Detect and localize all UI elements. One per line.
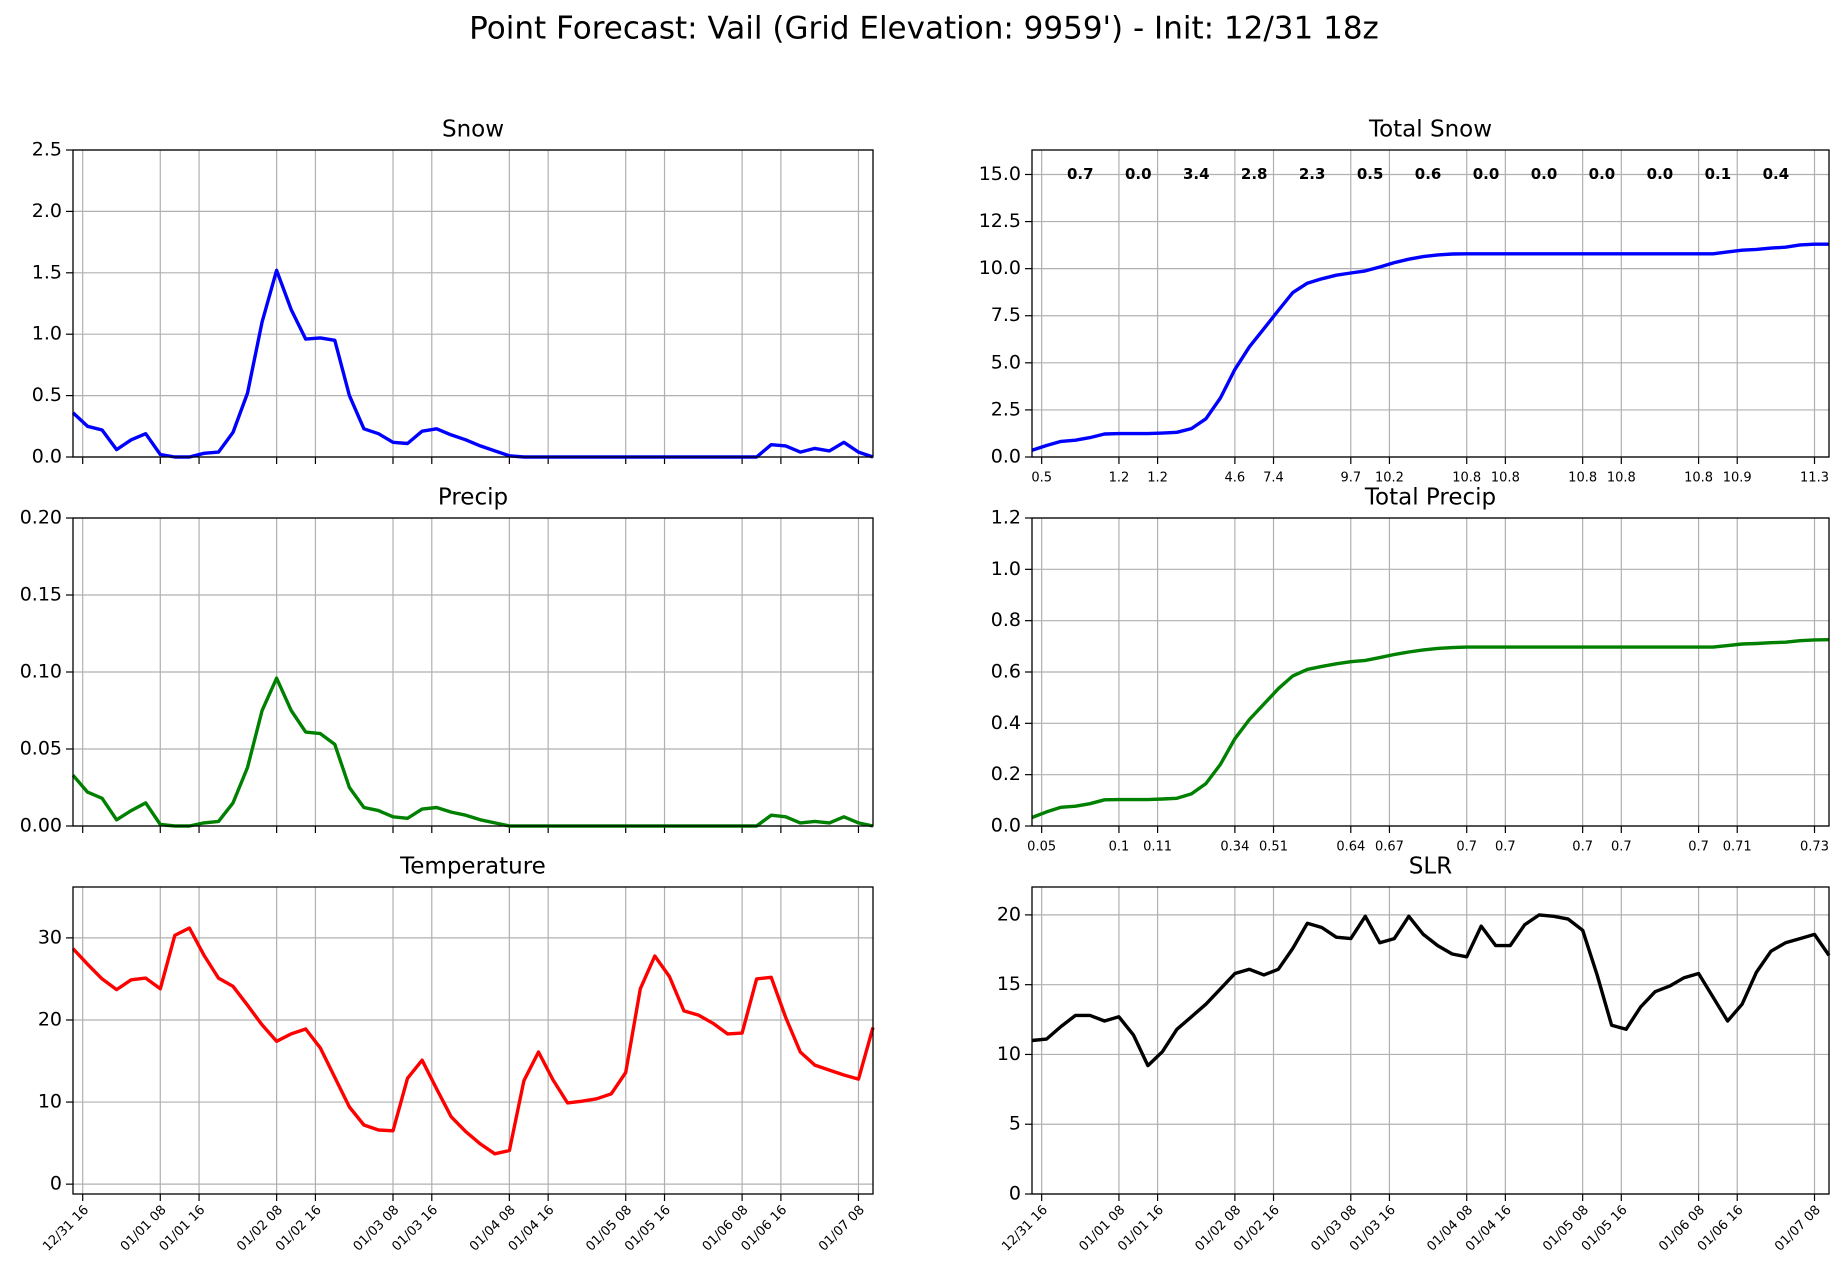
y-tick-label: 15	[997, 973, 1021, 995]
daily-snow-label: 3.4	[1183, 165, 1210, 183]
x-tick-label: 11.3	[1800, 471, 1829, 486]
y-tick-label: 0.8	[991, 609, 1021, 631]
y-tick-label: 10	[38, 1091, 62, 1113]
panel-title: Total Precip	[1364, 485, 1496, 511]
axes-frame	[1031, 149, 1830, 458]
daily-snow-label: 2.8	[1241, 165, 1268, 183]
x-tick-label: 10.8	[1452, 471, 1481, 486]
x-tick-label: 0.7	[1572, 840, 1593, 855]
daily-snow-label: 2.3	[1299, 165, 1326, 183]
axes-frame	[72, 886, 874, 1195]
x-tick-label: 10.8	[1684, 471, 1713, 486]
x-tick-label: 0.34	[1220, 840, 1249, 855]
panel-title: Precip	[438, 485, 508, 511]
y-tick-label: 0	[1009, 1183, 1021, 1205]
y-tick-label: 0.05	[20, 738, 62, 760]
y-tick-label: 30	[38, 926, 62, 948]
x-tick-label: 10.2	[1375, 471, 1404, 486]
y-tick-label: 0.6	[991, 661, 1021, 683]
panel-title: Total Snow	[1368, 117, 1492, 143]
data-line	[1031, 242, 1829, 452]
x-tick-label: 01/07 08	[816, 1203, 868, 1255]
daily-snow-label: 0.1	[1705, 165, 1732, 183]
x-tick-label: 1.2	[1109, 471, 1130, 486]
y-tick-label: 0.10	[20, 661, 62, 683]
x-tick-label: 10.8	[1568, 471, 1597, 486]
y-tick-label: 10	[997, 1043, 1021, 1065]
y-tick-label: 1.2	[991, 507, 1021, 529]
x-tick-label: 1.2	[1147, 471, 1168, 486]
y-tick-label: 0.5	[32, 384, 62, 406]
y-tick-label: 2.5	[32, 139, 62, 161]
y-tick-label: 0.0	[991, 815, 1021, 837]
y-tick-label: 10.0	[979, 257, 1021, 279]
x-tick-label: 0.11	[1143, 840, 1172, 855]
figure-title: Point Forecast: Vail (Grid Elevation: 99…	[469, 11, 1379, 47]
panel-title: Temperature	[399, 854, 546, 880]
x-tick-label: 0.05	[1027, 840, 1056, 855]
data-line	[71, 676, 874, 828]
axes-frame	[1031, 886, 1830, 1195]
y-tick-label: 0	[50, 1173, 62, 1195]
y-tick-label: 2.5	[991, 398, 1021, 420]
x-tick-label: 0.7	[1611, 840, 1632, 855]
daily-snow-label: 0.0	[1647, 165, 1674, 183]
y-tick-label: 1.5	[32, 261, 62, 283]
y-tick-label: 5.0	[991, 351, 1021, 373]
y-tick-label: 0.4	[991, 712, 1021, 734]
x-tick-label: 10.9	[1723, 471, 1752, 486]
y-tick-label: 1.0	[32, 323, 62, 345]
x-tick-label: 12/31 16	[40, 1203, 92, 1255]
x-tick-label: 0.1	[1109, 840, 1130, 855]
data-line	[71, 926, 875, 1156]
x-tick-label: 0.51	[1259, 840, 1288, 855]
axes-frame	[72, 517, 874, 827]
daily-snow-label: 0.0	[1125, 165, 1152, 183]
x-tick-label: 0.64	[1336, 840, 1365, 855]
panel-title: Snow	[442, 117, 504, 143]
y-tick-label: 0.0	[32, 446, 62, 468]
axes-frame	[72, 149, 874, 458]
x-tick-label: 0.73	[1800, 840, 1829, 855]
daily-snow-label: 0.0	[1531, 165, 1558, 183]
daily-snow-label: 0.0	[1473, 165, 1500, 183]
x-tick-label: 01/07 08	[1772, 1203, 1824, 1255]
data-line	[1031, 638, 1830, 820]
y-tick-label: 2.0	[32, 200, 62, 222]
y-tick-label: 7.5	[991, 304, 1021, 326]
x-tick-label: 0.67	[1375, 840, 1404, 855]
daily-snow-label: 0.6	[1415, 165, 1442, 183]
y-tick-label: 1.0	[991, 558, 1021, 580]
x-tick-label: 10.8	[1607, 471, 1636, 486]
axes-frame	[1031, 517, 1830, 827]
y-tick-label: 0.2	[991, 763, 1021, 785]
daily-snow-label: 0.0	[1589, 165, 1616, 183]
x-tick-label: 4.6	[1225, 471, 1246, 486]
y-tick-label: 20	[38, 1008, 62, 1030]
x-tick-label: 0.7	[1688, 840, 1709, 855]
y-tick-label: 0.15	[20, 584, 62, 606]
daily-snow-label: 0.5	[1357, 165, 1384, 183]
y-tick-label: 0.0	[991, 446, 1021, 468]
data-line	[71, 268, 874, 459]
panel-title: SLR	[1409, 854, 1452, 880]
x-tick-label: 0.7	[1456, 840, 1477, 855]
x-tick-label: 0.7	[1495, 840, 1516, 855]
y-tick-label: 15.0	[979, 163, 1021, 185]
daily-snow-label: 0.7	[1067, 165, 1094, 183]
x-tick-label: 0.5	[1031, 471, 1052, 486]
y-tick-label: 0.20	[20, 507, 62, 529]
y-tick-label: 20	[997, 903, 1021, 925]
x-tick-label: 12/31 16	[999, 1203, 1051, 1255]
data-line	[1031, 913, 1831, 1068]
y-tick-label: 12.5	[979, 210, 1021, 232]
y-tick-label: 0.00	[20, 815, 62, 837]
x-tick-label: 7.4	[1263, 471, 1284, 486]
x-tick-label: 10.8	[1491, 471, 1520, 486]
daily-snow-label: 0.4	[1763, 165, 1790, 183]
x-tick-label: 9.7	[1340, 471, 1361, 486]
x-tick-label: 0.71	[1723, 840, 1752, 855]
y-tick-label: 5	[1009, 1113, 1021, 1135]
